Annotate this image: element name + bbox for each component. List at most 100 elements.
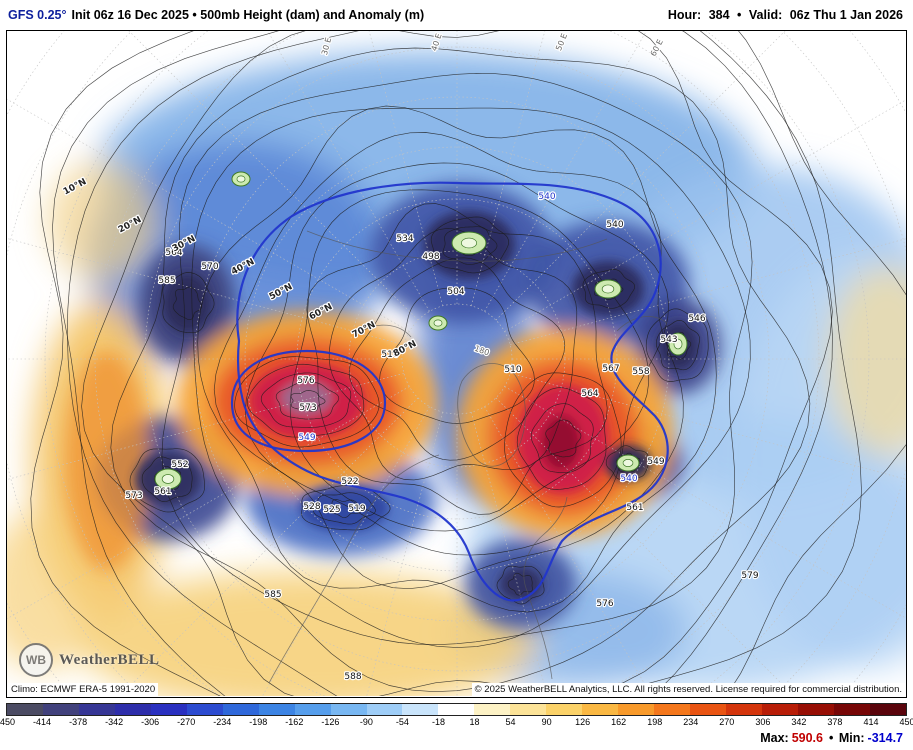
max-label: Max: — [760, 731, 789, 745]
graticule — [7, 31, 906, 696]
contour-label: 579 — [741, 571, 758, 581]
contour-label: 588 — [344, 672, 361, 682]
longitude-label: 50 E — [554, 32, 569, 52]
colorbar-tick: -306 — [141, 717, 160, 727]
colorbar-tick: -234 — [213, 717, 232, 727]
colorbar-tick: -378 — [69, 717, 88, 727]
colorbar-segment — [618, 704, 655, 715]
longitude-label: 60 E — [649, 38, 665, 58]
colorbar-tick: 126 — [575, 717, 591, 727]
colorbar-tick: -270 — [177, 717, 196, 727]
contour-label: 540 — [606, 220, 623, 230]
colorbar-segment — [654, 704, 691, 715]
model-name: GFS 0.25° — [8, 8, 67, 22]
forecast-time-block: Hour: 384 • Valid: 06z Thu 1 Jan 2026 — [664, 8, 903, 22]
valid-label: Valid: — [748, 8, 783, 22]
contour-label: 504 — [447, 287, 464, 297]
colorbar-tick: -18 — [431, 717, 445, 727]
coastlines — [268, 230, 668, 684]
contour-label: 573 — [125, 491, 142, 501]
colorbar-segment — [222, 704, 259, 715]
colorbar-segment — [366, 704, 403, 715]
contour-label: 540 — [620, 474, 637, 484]
colorbar-labels: -450 -414 -378 -342 -306 -270 -234 -198 -162 -126… — [0, 717, 913, 729]
weather-map: 585 564 570 576 573 549 552 561 573 522 528 525 519 5… — [7, 31, 906, 696]
colorbar-tick: 414 — [863, 717, 879, 727]
colorbar-tick: -162 — [285, 717, 304, 727]
colorbar-tick: -198 — [249, 717, 268, 727]
colorbar-segment — [797, 704, 834, 715]
contour-label: 549 — [647, 457, 664, 467]
colorbar-segment — [833, 704, 870, 715]
max-value: 590.6 — [791, 731, 823, 745]
header: GFS 0.25° Init 06z 16 Dec 2025 • 500mb He… — [0, 0, 913, 30]
colorbar-segment — [258, 704, 295, 715]
maxmin-readout: Max: 590.6 • Min: -314.7 — [760, 731, 903, 745]
colorbar-segment — [546, 704, 583, 715]
colorbar-tick: 270 — [719, 717, 735, 727]
colorbar-tick: 342 — [791, 717, 807, 727]
contour-label: 564 — [165, 248, 182, 258]
contour-label: 540 — [538, 192, 555, 202]
weatherbell-logo-icon: WB — [19, 643, 53, 677]
colorbar-segment — [42, 704, 79, 715]
extrema-markers — [154, 171, 688, 490]
colorbar-segment — [7, 704, 43, 715]
colorbar-segment — [438, 704, 475, 715]
contour-label: 570 — [201, 262, 218, 272]
colorbar-segment — [78, 704, 115, 715]
map-title: Init 06z 16 Dec 2025 • 500mb Height (dam… — [71, 8, 425, 22]
climo-note: Climo: ECMWF ERA-5 1991-2020 — [8, 683, 159, 696]
colorbar-tick: 198 — [647, 717, 663, 727]
maxmin-separator: • — [828, 731, 834, 745]
weatherbell-logo: WB WeatherBELL — [19, 643, 160, 677]
contour-label: 543 — [660, 335, 677, 345]
contour-label: 546 — [688, 314, 705, 324]
highlight-contour — [230, 181, 669, 602]
colorbar-segment — [869, 704, 906, 715]
colorbar-segment — [726, 704, 763, 715]
colorbar-tick: 234 — [683, 717, 699, 727]
colorbar-tick: 162 — [611, 717, 627, 727]
colorbar-segment — [402, 704, 439, 715]
contour-label: 528 — [303, 502, 320, 512]
longitude-label: 30 E — [320, 37, 333, 57]
colorbar-segment — [150, 704, 187, 715]
colorbar-segment — [294, 704, 331, 715]
contour-label: 510 — [504, 365, 521, 375]
colorbar-segment — [330, 704, 367, 715]
contour-label: 564 — [581, 389, 598, 399]
copyright-note: © 2025 WeatherBELL Analytics, LLC. All r… — [471, 683, 905, 696]
colorbar-segment — [186, 704, 223, 715]
min-value: -314.7 — [867, 731, 903, 745]
colorbar-tick: 54 — [505, 717, 516, 727]
colorbar-tick: -54 — [395, 717, 409, 727]
colorbar-tick: 90 — [541, 717, 552, 727]
contour-label: 567 — [602, 364, 619, 374]
colorbar-segment — [582, 704, 619, 715]
colorbar-segment — [474, 704, 511, 715]
min-label: Min: — [838, 731, 865, 745]
bullet-separator: • — [737, 8, 742, 22]
valid-value: 06z Thu 1 Jan 2026 — [789, 8, 903, 22]
contour-label: 573 — [299, 403, 316, 413]
colorbar-segment — [510, 704, 547, 715]
weatherbell-wordmark: WeatherBELL — [59, 651, 160, 668]
colorbar-tick: 450 — [899, 717, 913, 727]
colorbar-tick: -450 — [0, 717, 16, 727]
contour-label: 519 — [348, 504, 365, 514]
contour-label: 585 — [264, 590, 281, 600]
contour-label: 561 — [626, 503, 643, 513]
contour-label: 498 — [422, 252, 439, 262]
contour-label: 549 — [298, 433, 315, 443]
colorbar-segment — [690, 704, 727, 715]
colorbar-tick: -342 — [105, 717, 124, 727]
map-frame: 585 564 570 576 573 549 552 561 573 522 528 525 519 5… — [6, 30, 907, 698]
contour-label: 576 — [297, 376, 314, 386]
colorbar-tick: -126 — [321, 717, 340, 727]
colorbar-tick: 18 — [469, 717, 480, 727]
hour-value: 384 — [708, 8, 730, 22]
anomaly-shading-broad — [7, 51, 906, 696]
contour-label: 585 — [158, 276, 175, 286]
